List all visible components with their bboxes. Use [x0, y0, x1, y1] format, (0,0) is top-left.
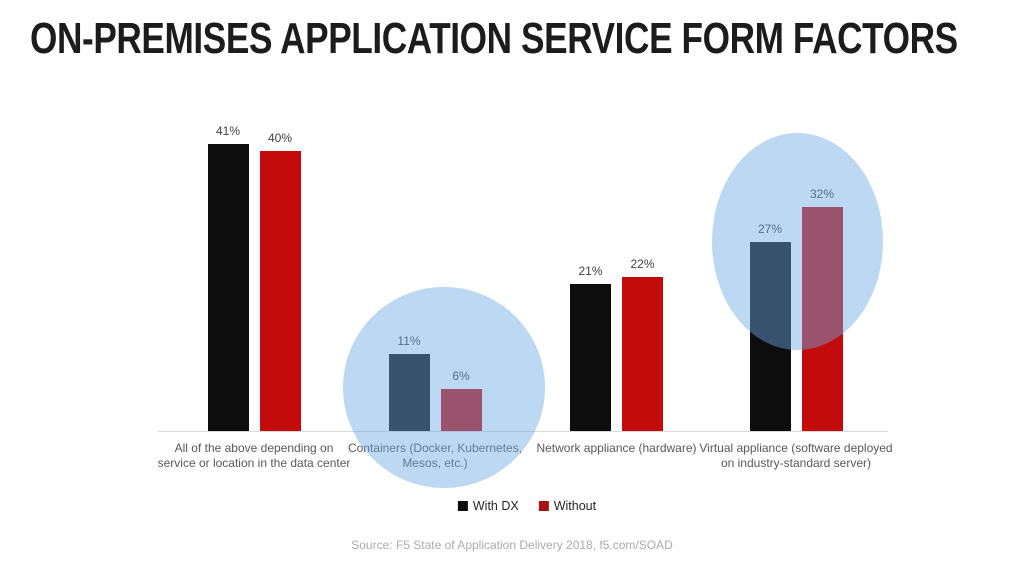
highlight-circle-category-3 [712, 133, 883, 350]
category-label-all-of-the-above-depending-o: All of the above depending on service or… [157, 441, 351, 470]
bar-without-1 [440, 389, 482, 431]
bar-with-dx-0 [207, 144, 249, 431]
bar-value-label-without-0: 40% [267, 131, 293, 145]
bar-value-label-with-dx-1: 11% [397, 334, 421, 348]
bar-value-label-without-2: 22% [630, 257, 655, 271]
chart-legend: With DX Without [457, 499, 597, 513]
legend-label-without: Without [553, 499, 597, 513]
bar-value-label-without-3: 32% [809, 187, 835, 201]
bar-without-3 [801, 207, 843, 431]
legend-item-without: Without [538, 499, 597, 513]
bar-without-2 [622, 277, 663, 431]
bar-with-dx-2 [570, 284, 611, 431]
legend-label-with-dx: With DX [472, 499, 519, 513]
x-axis-line [158, 431, 888, 432]
legend-item-with-dx: With DX [457, 499, 519, 513]
bar-value-label-with-dx-2: 21% [578, 264, 603, 278]
legend-swatch-with-dx [457, 501, 468, 511]
bar-value-label-without-1: 6% [452, 369, 470, 383]
category-label-virtual-appliance-software-d: Virtual appliance (software deployed on … [699, 441, 893, 470]
slide-title: ON-PREMISES APPLICATION SERVICE FORM FAC… [30, 14, 958, 63]
category-label-network-appliance-hardware: Network appliance (hardware) [536, 441, 697, 455]
bar-with-dx-1 [388, 354, 430, 431]
bar-value-label-with-dx-0: 41% [215, 124, 241, 138]
bar-with-dx-3 [749, 242, 791, 431]
legend-swatch-without [538, 501, 549, 511]
source-attribution: Source: F5 State of Application Delivery… [351, 538, 673, 552]
category-label-containers-docker-kubernetes: Containers (Docker, Kubernetes, Mesos, e… [347, 441, 523, 470]
bar-without-0 [259, 151, 301, 431]
bar-value-label-with-dx-3: 27% [757, 222, 783, 236]
